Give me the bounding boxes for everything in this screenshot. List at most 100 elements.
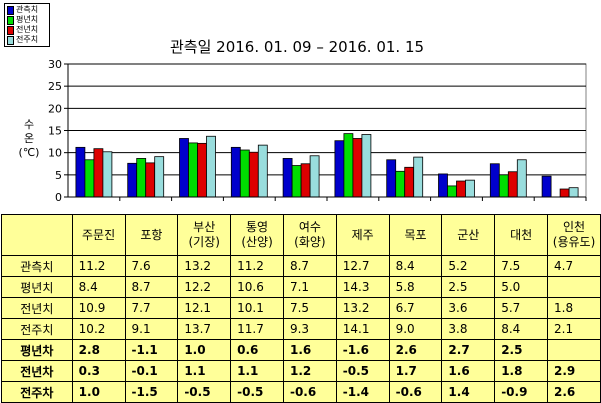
legend-swatch — [7, 25, 14, 35]
table-cell: 2.6 — [547, 381, 601, 403]
bar-전년치-인천(용유도) — [559, 188, 570, 198]
bar-평년치-제주 — [343, 133, 354, 198]
table-row: 전년치 10.9 7.7 12.1 10.1 7.5 13.2 6.7 3.6 5.7 1.8 — [1, 297, 601, 319]
column-header-line: 통영 — [246, 220, 269, 234]
table-cell: 13.7 — [177, 318, 232, 340]
bar-전년치-군산 — [456, 180, 466, 198]
column-header-line: (기장) — [188, 235, 220, 249]
column-header-line: (용유도) — [552, 235, 596, 249]
table-cell: -0.6 — [388, 381, 443, 403]
legend-item: 평년치 — [7, 15, 47, 25]
bar-관측치-군산 — [438, 173, 448, 198]
column-header-line: 포항 — [140, 227, 163, 242]
row-header: 전주치 — [1, 318, 73, 340]
table-cell: 7.1 — [282, 276, 337, 298]
column-header: 여수 (화양) — [282, 214, 337, 256]
table-cell: 2.7 — [441, 339, 496, 361]
table-cell: 11.7 — [230, 318, 284, 340]
table-cell: 3.8 — [441, 318, 496, 340]
column-header: 통영 (산양) — [230, 214, 284, 256]
column-header-line: 부산 — [193, 220, 216, 234]
table-cell: 0.3 — [71, 360, 126, 382]
table-cell: -0.5 — [335, 360, 390, 382]
column-header: 군산 — [441, 214, 496, 256]
chart-legend: 관측치 평년치 전년치 전주치 — [4, 3, 50, 47]
table-cell — [547, 339, 601, 361]
bar-관측치-제주 — [334, 140, 345, 198]
table-cell: 14.3 — [335, 276, 390, 298]
bar-관측치-부산(기장) — [179, 138, 189, 198]
column-header: 인천 (용유도) — [547, 214, 601, 256]
table-cell: 1.1 — [230, 360, 284, 382]
bar-평년치-군산 — [447, 185, 457, 198]
legend-swatch — [7, 35, 14, 45]
table-cell: 12.2 — [177, 276, 232, 298]
table-cell: 8.4 — [388, 255, 443, 277]
bar-관측치-대천 — [489, 163, 500, 198]
table-cell: 1.8 — [547, 297, 601, 319]
bar-전주치-통영(산양) — [257, 144, 268, 198]
legend-label: 관측치 — [16, 5, 39, 14]
row-header: 전년차 — [1, 360, 73, 382]
bar-전년치-여수(화양) — [300, 163, 311, 198]
y-tick-label: 25 — [48, 80, 62, 93]
table-cell: -1.4 — [335, 381, 390, 403]
column-header-line: 목포 — [404, 227, 427, 242]
y-tick-label: 0 — [55, 191, 62, 204]
legend-label: 전년치 — [16, 25, 39, 34]
bar-평년치-여수(화양) — [291, 165, 302, 198]
table-cell: 1.0 — [71, 381, 126, 403]
bar-평년치-대천 — [498, 174, 509, 198]
table-cell: -1.5 — [124, 381, 179, 403]
bar-관측치-주문진 — [75, 146, 86, 198]
table-cell: 2.5 — [441, 276, 496, 298]
table-cell: 11.2 — [71, 255, 126, 277]
column-header-line: 인천 — [562, 220, 586, 234]
table-cell: -0.6 — [282, 381, 337, 403]
table-row: 전주차 1.0 -1.5 -0.5 -0.5 -0.6 -1.4 -0.6 1.4 -0.9 2.6 — [1, 381, 601, 403]
column-header-line: 주문진 — [82, 227, 116, 242]
bar-관측치-포항 — [127, 162, 138, 198]
y-axis-label: 수 온 (℃) — [18, 118, 40, 160]
row-header: 전년치 — [1, 297, 73, 319]
y-tick-label: 5 — [55, 169, 62, 182]
data-table: 주문진 포항 부산 (기장) 통영 (산양) 여수 (화양) 제주 목포 군산 대천 인천 (용유도) 관측… — [1, 214, 601, 403]
table-cell: -1.6 — [335, 339, 390, 361]
bar-전주치-목포 — [413, 156, 424, 198]
column-header-line: 제주 — [351, 227, 374, 242]
bar-전년치-목포 — [404, 166, 415, 198]
table-cell: 8.4 — [494, 318, 549, 340]
bar-전주치-인천(용유도) — [568, 187, 579, 198]
table-cell: 7.5 — [282, 297, 337, 319]
bar-평년치-부산(기장) — [188, 142, 198, 198]
table-cell: 9.3 — [282, 318, 337, 340]
y-tick-label: 10 — [48, 147, 62, 160]
column-header-line: (화양) — [294, 235, 326, 249]
row-header: 평년치 — [1, 276, 73, 298]
table-cell: 1.6 — [282, 339, 337, 361]
y-axis-label-line-2: 온 — [23, 132, 35, 145]
table-row: 평년차 2.8 -1.1 1.0 0.6 1.6 -1.6 2.6 2.7 2.5 — [1, 339, 601, 361]
table-cell: 9.0 — [388, 318, 443, 340]
bar-전년치-포항 — [145, 162, 156, 198]
table-row: 전년차 0.3 -0.1 1.1 1.1 1.2 -0.5 1.7 1.6 1.8 2.9 — [1, 360, 601, 382]
table-cell: 10.9 — [71, 297, 126, 319]
bar-전년치-대천 — [507, 171, 518, 198]
column-header: 주문진 — [71, 214, 126, 256]
table-cell: -0.1 — [124, 360, 179, 382]
table-row: 평년치 8.4 8.7 12.2 10.6 7.1 14.3 5.8 2.5 5.0 — [1, 276, 601, 298]
bar-전주치-부산(기장) — [206, 135, 216, 198]
table-cell: -0.9 — [494, 381, 549, 403]
table-cell: 1.0 — [177, 339, 232, 361]
column-header-line: 군산 — [457, 227, 480, 242]
table-cell: 9.1 — [124, 318, 179, 340]
column-header: 제주 — [335, 214, 390, 256]
bar-chart: 0 5 10 15 20 25 30 — [48, 58, 587, 204]
legend-swatch — [7, 15, 14, 25]
table-cell: 5.0 — [494, 276, 549, 298]
table-cell: 7.5 — [494, 255, 549, 277]
bar-관측치-목포 — [386, 159, 397, 198]
legend-item: 전년치 — [7, 25, 47, 35]
table-cell: 6.7 — [388, 297, 443, 319]
table-row: 관측치 11.2 7.6 13.2 11.2 8.7 12.7 8.4 5.2 7.5 4.7 — [1, 255, 601, 277]
